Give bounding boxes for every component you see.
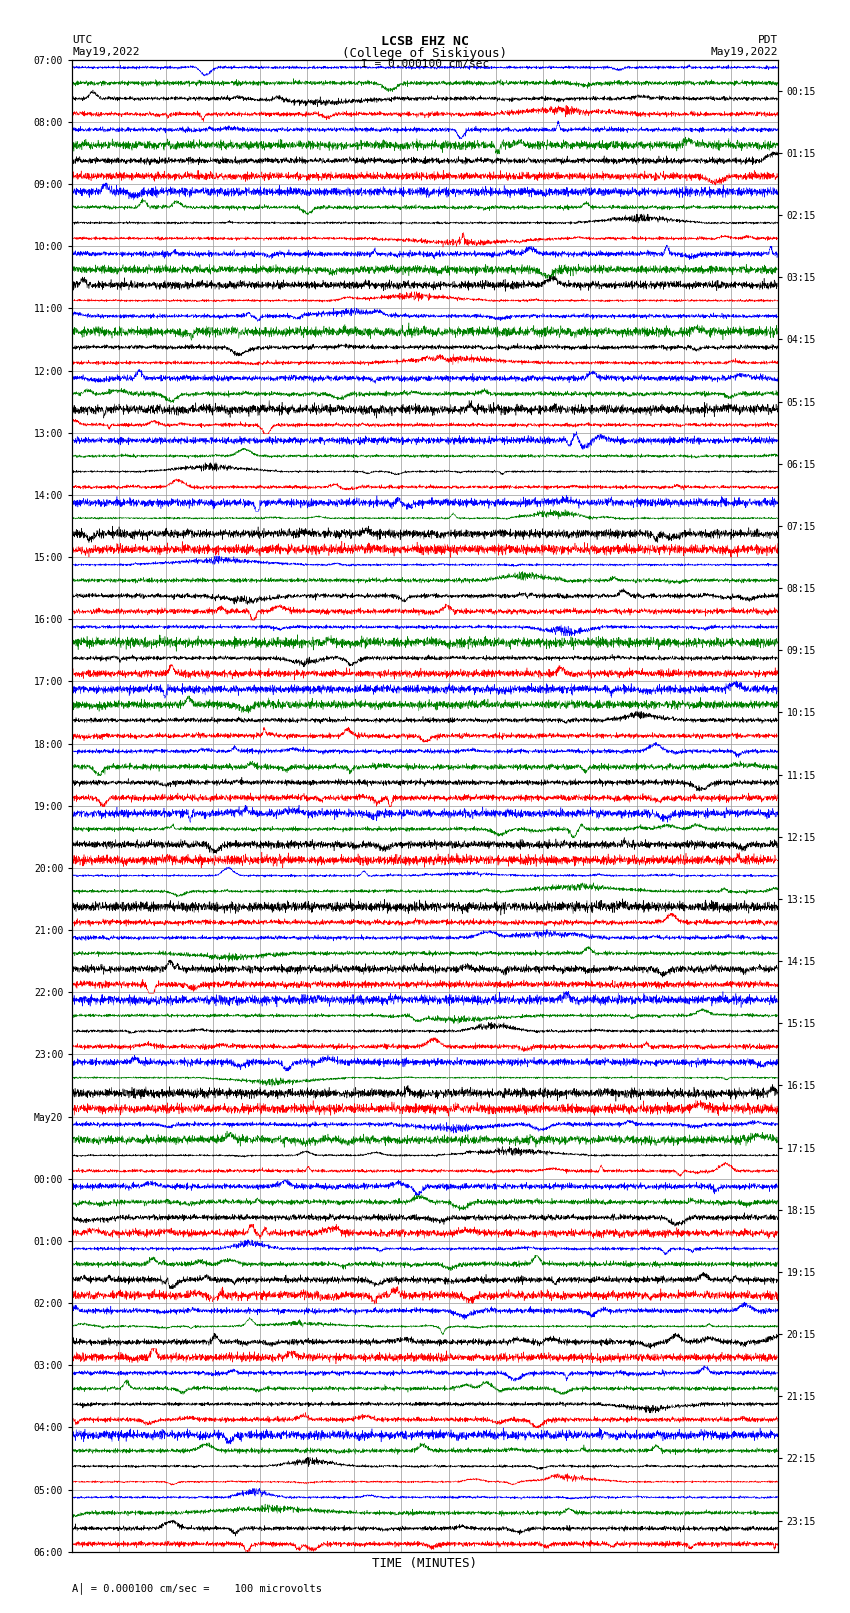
X-axis label: TIME (MINUTES): TIME (MINUTES): [372, 1557, 478, 1571]
Text: LCSB EHZ NC: LCSB EHZ NC: [381, 35, 469, 48]
Text: PDT: PDT: [757, 35, 778, 45]
Text: (College of Siskiyous): (College of Siskiyous): [343, 47, 507, 60]
Text: May19,2022: May19,2022: [711, 47, 778, 56]
Text: A│ = 0.000100 cm/sec =    100 microvolts: A│ = 0.000100 cm/sec = 100 microvolts: [72, 1582, 322, 1594]
Text: UTC: UTC: [72, 35, 93, 45]
Text: I = 0.000100 cm/sec: I = 0.000100 cm/sec: [361, 58, 489, 69]
Text: May19,2022: May19,2022: [72, 47, 139, 56]
